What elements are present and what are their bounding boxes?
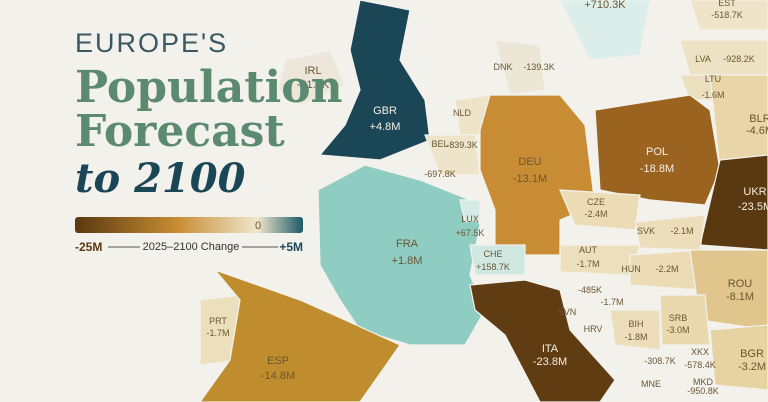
legend-max: +5M (279, 240, 303, 254)
country-code: FRA (396, 238, 419, 250)
country-shape (469, 244, 526, 276)
country-code: CHE (483, 249, 502, 259)
title: Population (75, 62, 343, 113)
country-value: -697.8K (424, 169, 456, 179)
country-code: LUX (461, 214, 479, 224)
country-value: -308.7K (644, 356, 676, 366)
country-code: XKX (691, 347, 709, 357)
country-value: -1.6M (701, 90, 724, 100)
country-code: LVA (695, 54, 711, 64)
country-code: SRB (669, 313, 688, 323)
countries (199, 0, 768, 402)
country-shape (594, 94, 721, 206)
country-code: BLR (749, 113, 768, 125)
country-value: -1.7M (206, 328, 229, 338)
country-shape (709, 324, 768, 391)
country-code: HRV (584, 324, 603, 334)
country-code: ESP (267, 355, 289, 367)
country-code: AUT (579, 245, 598, 255)
country-code: BEL (431, 139, 448, 149)
country-shape (459, 199, 481, 223)
country-code: BIH (628, 319, 643, 329)
country-code: LTU (705, 74, 721, 84)
country-value: -13.1M (513, 173, 547, 185)
country-value: -950.8K (687, 386, 719, 396)
country-code: IRL (304, 65, 321, 77)
legend-min: -25M (75, 240, 102, 254)
country-value: -8.1M (726, 291, 754, 303)
country-code: BGR (740, 348, 764, 360)
country-shape (494, 39, 546, 96)
country-code: SVN (558, 307, 577, 317)
country-code: EST (718, 0, 736, 8)
country-code: PRT (209, 316, 227, 326)
country-code: MNE (641, 379, 661, 389)
country-value: -23.8M (533, 356, 567, 368)
title: Forecast (75, 106, 285, 157)
country-value: -1.8M (624, 332, 647, 342)
country-value: -2.2M (655, 264, 678, 274)
country-shape (679, 39, 768, 76)
country-shape (659, 294, 711, 346)
legend-caption: 2025–2100 Change (143, 241, 240, 253)
country-shape (469, 279, 616, 402)
legend-bar (75, 217, 303, 233)
country-value: -3.0M (666, 325, 689, 335)
country-value: -839.3K (446, 140, 478, 150)
legend-zero: 0 (255, 220, 261, 232)
country-shape (277, 49, 346, 106)
country-value: -139.3K (523, 62, 555, 72)
country-value: -2.1M (670, 226, 693, 236)
country-value: -23.5M (738, 201, 768, 213)
country-value: -21.9K (297, 79, 330, 91)
country-code: MKD (693, 377, 714, 387)
country-value: +1.8M (392, 255, 423, 267)
country-value: -485K (578, 285, 602, 295)
country-value: -928.2K (723, 54, 755, 64)
country-code: CZE (587, 197, 605, 207)
country-code: POL (646, 146, 668, 158)
country-shape (709, 74, 768, 181)
country-code: GBR (373, 105, 397, 117)
country-code: SVK (637, 226, 655, 236)
country-code: UKR (743, 186, 766, 198)
country-value: +67.5K (456, 228, 485, 238)
country-shape (559, 0, 651, 61)
country-value: +710.3K (584, 0, 626, 11)
country-shape (424, 134, 481, 176)
title: to 2100 (75, 155, 246, 202)
country-code: DEU (518, 156, 541, 168)
country-value: -2.4M (584, 209, 607, 219)
country-value: -3.2M (738, 361, 766, 373)
country-code: NLD (453, 108, 472, 118)
country-value: -1.7M (600, 297, 623, 307)
country-code: HUN (621, 264, 641, 274)
country-value: +4.8M (370, 121, 401, 133)
country-shape (699, 154, 768, 251)
country-code: ROU (728, 278, 753, 290)
country-value: -578.4K (684, 360, 716, 370)
country-shape (609, 309, 661, 351)
country-value: -4.6M (746, 125, 768, 137)
country-shape (318, 0, 431, 161)
country-shape (559, 189, 641, 231)
country-value: -18.8M (640, 163, 674, 175)
country-shape (689, 0, 768, 31)
country-labels: +710.3K EST -518.7K IRL -21.9K DNK -139.3K LVA -… (206, 0, 768, 396)
country-value: -1.7M (576, 259, 599, 269)
country-value: -14.8M (261, 370, 295, 382)
country-shape (199, 268, 401, 402)
kicker: EUROPE'S (75, 28, 228, 58)
country-code: ITA (542, 343, 559, 355)
country-code: DNK (493, 62, 512, 72)
country-value: +158.7K (476, 262, 510, 272)
country-value: -518.7K (711, 10, 743, 20)
